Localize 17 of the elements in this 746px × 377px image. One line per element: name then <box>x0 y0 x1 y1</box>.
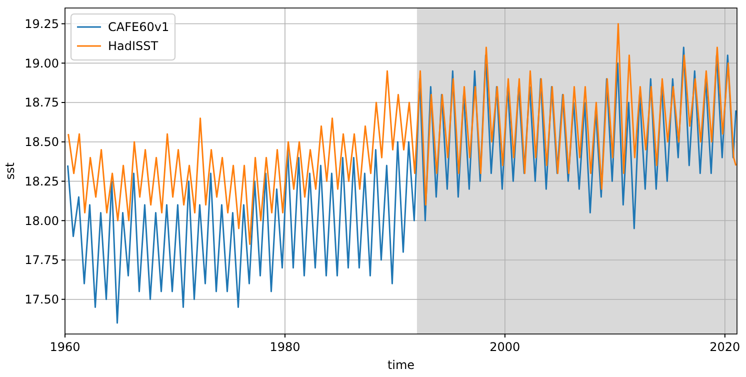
x-tick-label: 2000 <box>490 340 520 354</box>
x-tick-label: 2020 <box>710 340 740 354</box>
y-tick-label: 17.75 <box>24 253 59 268</box>
y-tick-label: 17.50 <box>24 292 59 307</box>
y-tick-label: 19.25 <box>24 16 59 31</box>
y-axis-title: sst <box>3 162 17 180</box>
y-tick-label: 18.75 <box>24 96 59 110</box>
x-tick-label: 1980 <box>270 340 300 354</box>
legend-label: HadISST <box>108 39 159 54</box>
legend-label: CAFE60v1 <box>108 20 170 34</box>
x-axis-title: time <box>387 358 415 372</box>
x-tick-label: 1960 <box>50 340 80 354</box>
y-tick-label: 18.50 <box>24 135 59 150</box>
y-tick-label: 19.00 <box>24 56 59 70</box>
y-tick-label: 18.25 <box>24 174 59 188</box>
y-tick-label: 18.00 <box>24 214 59 228</box>
line-series <box>68 23 737 245</box>
